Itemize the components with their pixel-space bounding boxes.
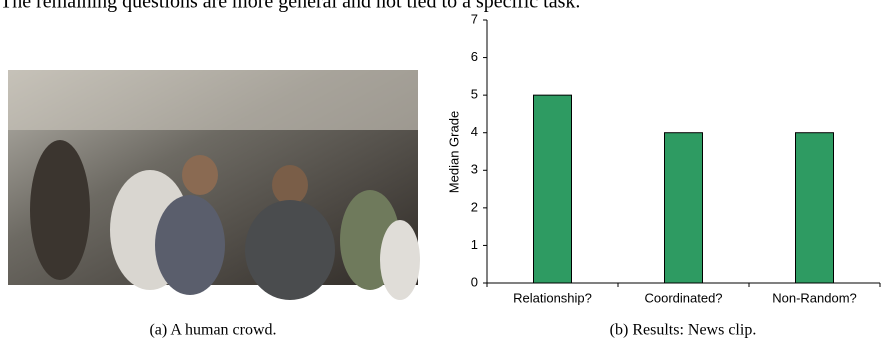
photo [8, 70, 420, 300]
bar [534, 95, 572, 283]
body-text: The remaining questions are more general… [0, 0, 580, 13]
x-tick-label: Non-Random? [772, 290, 857, 305]
y-tick-label: 1 [471, 237, 478, 252]
caption: (a) A human crowd. [149, 322, 276, 339]
y-tick-label: 4 [471, 124, 478, 139]
y-tick-label: 6 [471, 49, 478, 64]
x-tick-label: Coordinated? [644, 290, 722, 305]
page: The remaining questions are more general… [0, 0, 882, 347]
bar [665, 133, 703, 283]
bar [796, 133, 834, 283]
y-tick-label: 5 [471, 87, 478, 102]
caption: (b) Results: News clip. [610, 322, 757, 339]
y-axis-title: Median Grade [446, 111, 461, 193]
x-tick-label: Relationship? [513, 290, 592, 305]
y-tick-label: 7 [471, 11, 478, 26]
y-tick-label: 2 [471, 199, 478, 214]
y-tick-label: 3 [471, 162, 478, 177]
y-tick-label: 0 [471, 274, 478, 289]
